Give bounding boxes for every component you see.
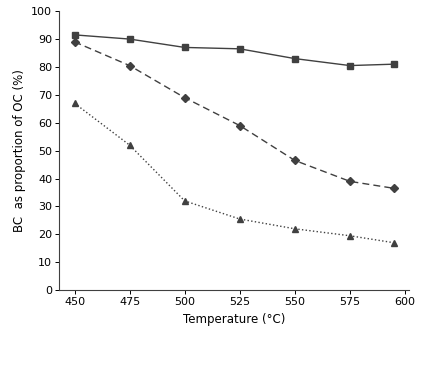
Y-axis label: BC  as proportion of OC (%): BC as proportion of OC (%)	[13, 69, 26, 232]
X-axis label: Temperature (°C): Temperature (°C)	[183, 312, 285, 326]
